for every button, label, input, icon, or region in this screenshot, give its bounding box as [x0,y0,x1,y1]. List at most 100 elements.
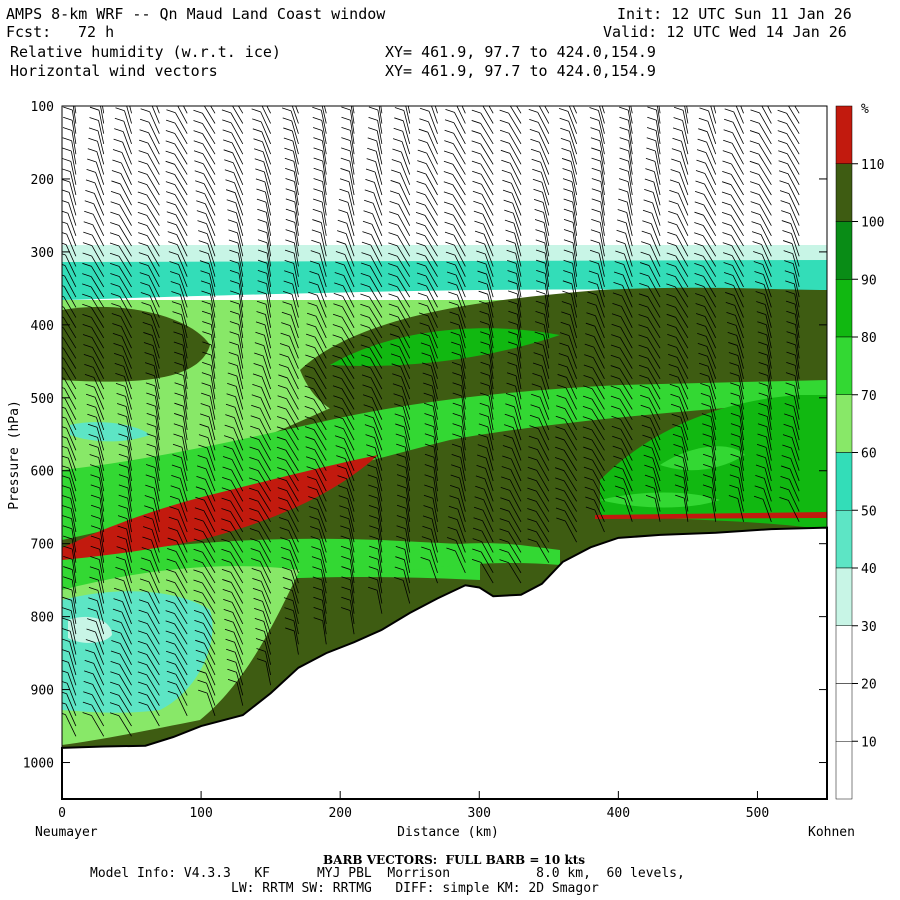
wind-barb [513,417,522,441]
wind-barb [341,378,355,400]
wind-barb [706,141,717,165]
wind-barb [675,307,689,328]
wind-barb-flag [90,525,101,530]
wind-barb [654,171,661,196]
wind-barb-flag [610,354,620,359]
wind-barb [486,437,494,461]
wind-barb-flag [340,607,351,611]
wind-barb-flag [361,354,371,359]
wind-barb [790,447,800,471]
wind-barb-flag [424,402,434,407]
wind-barb [453,224,466,247]
wind-barb-flag [758,392,768,397]
wind-barb [97,141,105,165]
wind-barb-flag [667,231,677,236]
wind-barb [68,458,77,482]
wind-barb-flag [137,640,148,645]
wind-barb [628,130,633,155]
wind-barb [376,477,383,502]
wind-barb-flag [140,292,151,296]
wind-barb [290,110,299,134]
wind-barb [679,161,689,185]
wind-barb-flag [639,283,649,287]
wind-barb [570,161,578,185]
wind-barb [210,106,216,114]
wind-barb [150,315,160,339]
wind-barb-flag [63,566,73,570]
wind-barb-flag [643,199,653,204]
wind-barb-flag [222,129,232,134]
wind-barb-flag [451,443,462,448]
wind-barb [598,120,605,145]
wind-barb-flag [562,290,572,295]
wind-barb [730,215,744,237]
wind-barb [238,334,244,359]
wind-barb [66,693,77,716]
wind-barb [349,549,355,573]
wind-barb-flag [248,487,259,492]
wind-barb-flag [62,157,71,162]
wind-barb-flag [722,232,732,236]
wind-barb [210,293,216,318]
wind-barb [321,140,327,165]
wind-barb [572,252,578,277]
wind-barb-flag [749,140,760,145]
wind-barb [63,347,77,369]
wind-barb-flag [89,106,100,111]
rh-region-surface-strip [380,543,560,575]
wind-barb [183,406,188,430]
y-axis-title: Pressure (hPa) [7,400,22,510]
wind-barb-flag [221,90,230,93]
wind-barb-flag [165,620,175,625]
wind-barb [263,345,272,369]
wind-barb [738,375,744,400]
wind-barb-flag [471,559,482,563]
wind-barb-flag [448,505,459,510]
wind-barb-flag [750,201,760,206]
wind-barb [182,334,188,359]
wind-barb-flag [397,484,407,489]
wind-barb [509,143,522,165]
wind-barb-flag [111,313,121,317]
wind-barb [374,447,383,471]
wind-barb-flag [499,119,509,124]
wind-barb-flag [530,138,540,143]
wind-barb [596,284,605,308]
wind-barb-flag [452,402,462,407]
wind-barb-flag [364,189,374,194]
wind-barb [350,109,355,134]
wind-barb-flag [423,392,433,397]
wind-barb [369,337,383,359]
wind-barb [398,336,411,359]
wind-barb-flag [62,515,72,520]
wind-barb [734,305,744,328]
wind-barb-flag [62,445,68,449]
wind-barb-flag [82,324,92,328]
wind-barb [266,106,271,114]
wind-barb-flag [584,476,594,481]
wind-barb [703,286,717,308]
wind-barb [686,106,689,114]
wind-barb [66,223,77,247]
wind-barb-flag [452,412,462,417]
wind-barb-flag [422,372,432,377]
wind-barb-flag [757,433,767,438]
wind-barb-flag [62,681,68,684]
wind-barb [183,375,188,400]
wind-barb [433,477,438,502]
wind-barb-flag [89,576,99,581]
wind-barb-flag [450,331,460,336]
wind-barb-flag [786,310,796,315]
wind-barb [204,653,216,676]
wind-barb-flag [784,260,794,265]
wind-barb-flag [722,150,732,155]
wind-barb [405,457,411,482]
wind-barb-flag [115,556,126,561]
wind-barb [765,314,772,339]
wind-barb-flag [669,179,680,184]
wind-barb [648,398,661,420]
wind-barb-flag [361,364,371,369]
wind-barb [320,110,327,134]
wind-barb [786,143,800,165]
wind-barb-flag [591,178,601,182]
